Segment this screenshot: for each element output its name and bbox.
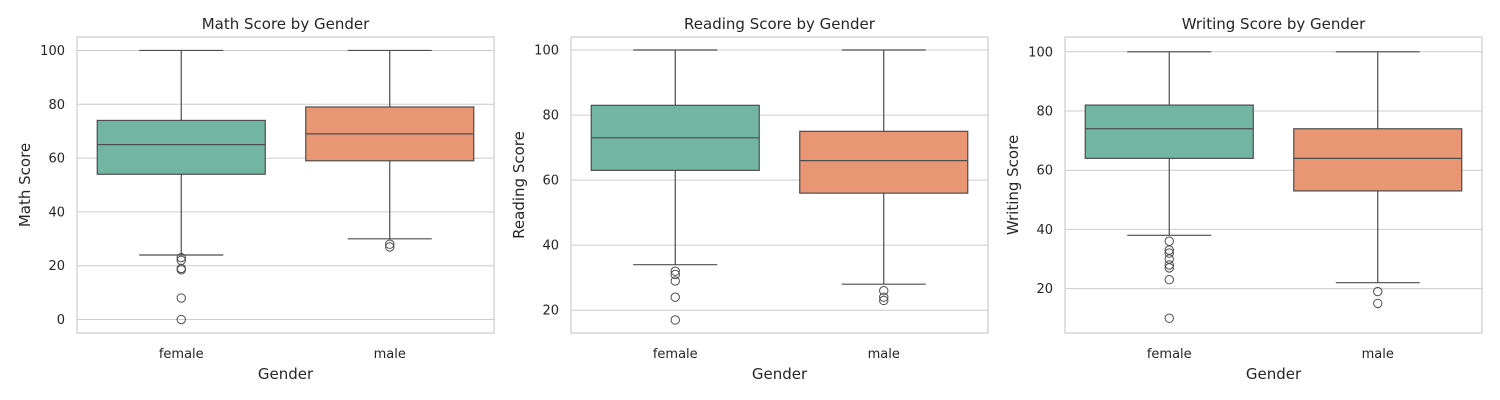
y-tick-label: 80 [1036,105,1053,120]
outlier-point [1373,298,1383,309]
outlier-point [1373,286,1383,297]
box-male [1293,128,1463,192]
outlier-point [385,239,395,249]
outlier-point [1164,263,1174,273]
box-male [799,130,969,194]
x-axis-label: Gender [258,365,314,383]
y-axis-label: Writing Score [1004,135,1022,235]
outlier-point [176,265,186,275]
y-tick-label: 60 [1036,164,1053,179]
y-axis-label: Reading Score [510,131,528,239]
y-tick-label: 40 [1036,223,1053,238]
y-tick-label: 20 [1036,282,1053,297]
outlier-point [670,315,680,325]
y-tick-label: 80 [542,109,559,124]
outlier-point [879,292,889,302]
outlier-point [1164,313,1174,323]
x-tick-label: male [1362,347,1394,362]
y-axis-label: Math Score [16,143,34,227]
outlier-point [176,252,186,263]
y-tick-label: 80 [48,98,65,113]
outlier-point [670,276,680,286]
x-axis-label: Gender [1246,365,1302,383]
x-tick-label: female [159,347,204,362]
outlier-point [670,269,680,280]
chart-title: Reading Score by Gender [684,15,876,33]
chart-panel-1: 0 20 40 60 80 100 female male Math Score by Gend… [16,15,495,383]
outlier-point [1164,248,1174,258]
chart-title: Writing Score by Gender [1182,15,1366,33]
outlier-point [879,286,889,296]
y-tick-label: 60 [48,152,65,167]
outlier-point [1164,260,1174,270]
outlier-point [670,292,680,302]
chart-panel-3: 20 40 60 80 100 female male Writing Score by Ge… [1004,15,1483,383]
plot-frame [1064,36,1483,334]
chart-title: Math Score by Gender [202,15,370,33]
y-tick-label: 0 [57,313,65,328]
plot-frame [570,36,989,334]
y-tick-label: 40 [542,239,559,254]
y-tick-label: 100 [1028,45,1053,60]
outlier-point [1164,275,1174,285]
y-tick-label: 20 [542,304,559,319]
y-tick-label: 40 [48,205,65,220]
y-tick-label: 20 [48,259,65,274]
x-tick-label: female [653,347,698,362]
plot-frame [76,36,495,334]
outlier-point [670,266,680,276]
x-tick-label: male [868,347,900,362]
x-tick-label: female [1147,347,1192,362]
outlier-point [879,295,889,306]
x-tick-label: male [374,347,406,362]
y-tick-label: 100 [40,44,65,59]
outlier-point [385,242,395,252]
chart-panel-2: 20 40 60 80 100 female male Reading Score by Ge… [510,15,989,383]
x-axis-label: Gender [752,365,808,383]
box-female [1084,104,1254,159]
outlier-point [1164,236,1174,246]
box-female [96,119,266,175]
outlier-point [176,293,186,303]
y-tick-label: 60 [542,174,559,189]
y-tick-label: 100 [534,44,559,59]
outlier-point [176,314,186,325]
